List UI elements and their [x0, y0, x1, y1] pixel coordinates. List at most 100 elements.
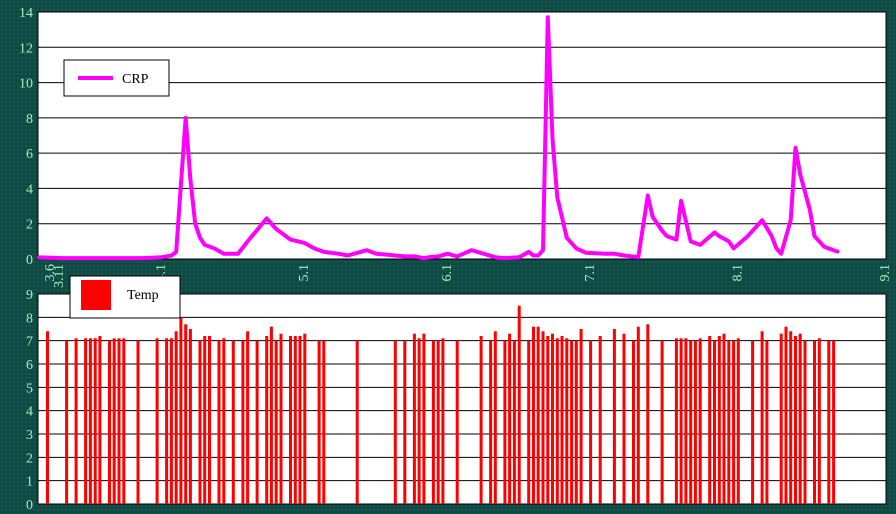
x-tick-label: 3.11 — [52, 264, 67, 288]
crp-data-point — [699, 243, 702, 247]
temp-bar — [222, 338, 226, 504]
temp-bar — [727, 340, 731, 504]
temp-bar — [784, 326, 788, 504]
y-tick-label: 2 — [26, 451, 33, 466]
temp-bar — [441, 338, 445, 504]
temp-bar — [136, 340, 140, 504]
crp-data-point — [575, 247, 578, 250]
crp-data-point — [517, 256, 521, 259]
temp-bar — [108, 340, 111, 504]
y-tick-label: 0 — [26, 498, 33, 513]
temp-bar — [803, 340, 807, 504]
x-tick-label: 6.1 — [440, 264, 455, 282]
crp-data-point — [303, 241, 306, 245]
temp-bar — [689, 340, 693, 504]
temp-bar — [760, 331, 764, 504]
crp-data-point — [179, 183, 183, 187]
temp-bar — [646, 324, 650, 504]
temp-bar — [698, 338, 702, 504]
crp-data-point — [679, 199, 683, 202]
crp-data-point — [236, 252, 240, 255]
crp-data-point — [665, 234, 669, 238]
crp-data-point — [275, 227, 278, 231]
temp-bar — [532, 326, 535, 504]
temp-bar — [231, 340, 235, 504]
plot-border — [37, 293, 887, 505]
y-tick-label: 9 — [26, 288, 33, 303]
crp-data-point — [198, 236, 202, 240]
crp-data-point — [84, 256, 87, 260]
crp-data-point — [246, 240, 249, 243]
y-tick-label: 1 — [26, 475, 33, 490]
temp-bar — [560, 336, 564, 504]
crp-data-point — [322, 250, 326, 254]
crp-data-point — [689, 240, 692, 243]
temp-bar — [479, 336, 483, 504]
crp-data-point — [789, 218, 792, 222]
temp-bar — [512, 340, 516, 504]
crp-data-point — [470, 248, 473, 252]
crp-data-point — [60, 256, 64, 260]
temp-bar — [546, 336, 550, 504]
temp-bar — [832, 340, 836, 504]
temp-bar — [555, 338, 559, 504]
crp-data-point — [727, 240, 730, 243]
y-tick-label: 7 — [26, 335, 33, 350]
temp-bar — [493, 331, 497, 504]
crp-data-point — [503, 256, 507, 260]
temp-bar — [217, 340, 221, 504]
crp-data-point — [813, 234, 816, 238]
temp-bar — [279, 333, 283, 504]
crp-data-point — [336, 252, 340, 255]
temp-bar — [570, 340, 574, 504]
temp-bar — [241, 340, 245, 504]
crp-data-point — [227, 252, 230, 255]
crp-data-point — [779, 252, 783, 255]
crp-data-point — [213, 247, 216, 250]
temp-bar — [751, 340, 755, 504]
temp-bar — [579, 329, 583, 504]
crp-data-point — [770, 234, 773, 238]
crp-data-point — [760, 218, 764, 222]
x-tick-label: 3.6 — [43, 264, 58, 282]
temp-bar — [789, 331, 793, 504]
temp-bar — [736, 338, 740, 504]
crp-data-point — [799, 173, 802, 176]
temp-bar — [713, 340, 716, 504]
legend-label: CRP — [122, 72, 149, 87]
legend-label: Temp — [127, 288, 159, 303]
crp-data-point — [556, 196, 559, 199]
temp-bar — [93, 338, 97, 504]
crp-data-point — [794, 146, 797, 150]
crp-data-point — [174, 250, 178, 254]
temp-bar — [612, 329, 616, 504]
temp-bar — [417, 338, 421, 504]
temp-bar — [65, 340, 69, 504]
crp-data-point — [546, 16, 549, 19]
crp-series-line — [37, 15, 840, 261]
y-tick-label: 12 — [19, 41, 33, 56]
crp-data-point — [660, 229, 664, 232]
temp-bar — [269, 326, 273, 504]
temp-bar — [632, 340, 635, 504]
temp-bar — [265, 336, 269, 504]
y-tick-label: 4 — [26, 182, 33, 197]
crp-data-point — [394, 254, 397, 257]
crp-data-point — [422, 256, 426, 260]
crp-data-point — [532, 254, 535, 257]
crp-data-point — [713, 231, 716, 234]
crp-data-point — [141, 256, 145, 260]
crp-data-point — [427, 256, 430, 259]
crp-data-point — [184, 116, 187, 120]
crp-data-point — [637, 256, 640, 259]
temp-bar — [246, 331, 250, 504]
temp-bar — [431, 340, 435, 504]
crp-data-point — [537, 254, 540, 257]
legend-swatch — [81, 280, 111, 310]
crp-data-point — [775, 247, 778, 250]
temp-bar — [422, 333, 426, 504]
crp-data-point — [160, 256, 164, 259]
crp-data-point — [222, 252, 225, 255]
